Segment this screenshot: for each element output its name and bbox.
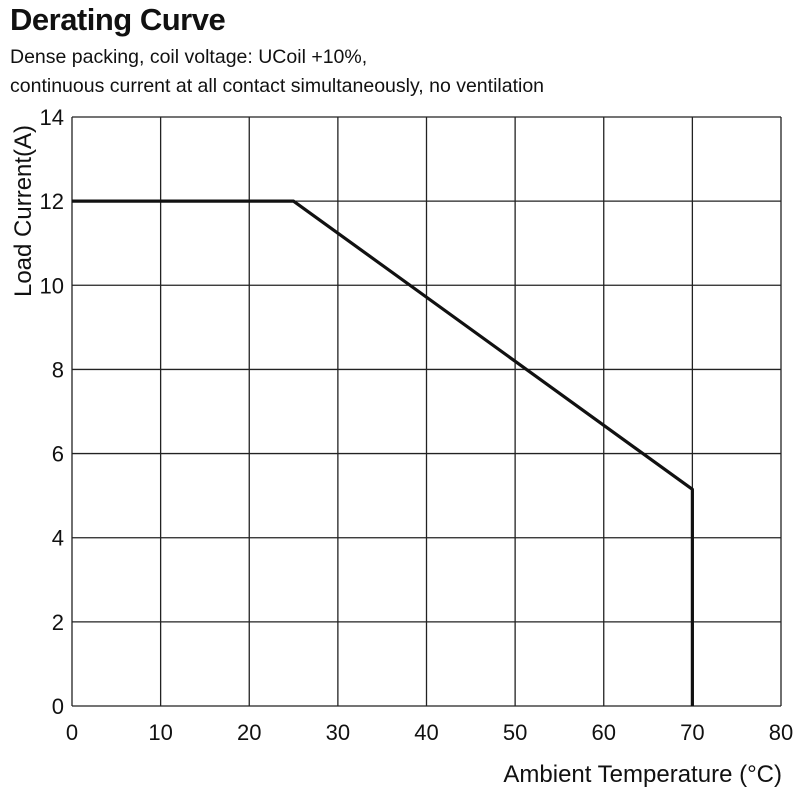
grid-lines xyxy=(71,116,782,707)
y-axis-title: Load Current(A) xyxy=(10,125,37,297)
y-tick-label: 2 xyxy=(52,610,64,635)
subtitle-line-1: Dense packing, coil voltage: UCoil +10%, xyxy=(10,46,368,68)
x-tick-label: 80 xyxy=(769,720,793,745)
x-tick-label: 40 xyxy=(414,720,438,745)
x-tick-label: 30 xyxy=(326,720,350,745)
y-tick-labels: 0 2 4 6 8 10 12 14 xyxy=(40,105,64,719)
series-group xyxy=(72,199,694,706)
subtitle-line-2: continuous current at all contact simult… xyxy=(10,75,545,97)
y-tick-label: 6 xyxy=(52,442,64,467)
y-tick-label: 4 xyxy=(52,526,64,551)
x-tick-label: 20 xyxy=(237,720,261,745)
y-tick-label: 12 xyxy=(40,189,64,214)
x-tick-labels: 0 10 20 30 40 50 60 70 80 xyxy=(66,720,793,745)
x-axis-title: Ambient Temperature (°C) xyxy=(503,761,782,788)
page-title: Derating Curve xyxy=(10,2,226,37)
x-tick-label: 70 xyxy=(680,720,704,745)
x-tick-label: 0 xyxy=(66,720,78,745)
x-tick-label: 50 xyxy=(503,720,527,745)
x-tick-label: 10 xyxy=(148,720,172,745)
x-tick-label: 60 xyxy=(592,720,616,745)
derating-line xyxy=(72,199,694,706)
y-tick-label: 10 xyxy=(40,273,64,298)
y-tick-label: 8 xyxy=(52,357,64,382)
subtitle: Dense packing, coil voltage: UCoil +10%,… xyxy=(10,43,544,101)
y-tick-label: 0 xyxy=(52,694,64,719)
y-tick-label: 14 xyxy=(40,105,64,130)
